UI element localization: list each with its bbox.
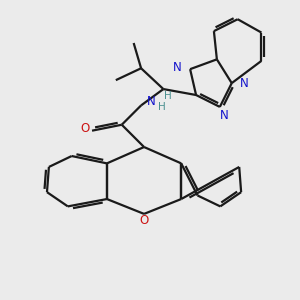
Text: H: H [158,102,166,112]
Text: O: O [80,122,89,135]
Text: N: N [146,95,155,108]
Text: N: N [220,109,229,122]
Text: O: O [140,214,149,227]
Text: H: H [164,91,172,100]
Text: N: N [240,76,249,90]
Text: N: N [173,61,182,74]
